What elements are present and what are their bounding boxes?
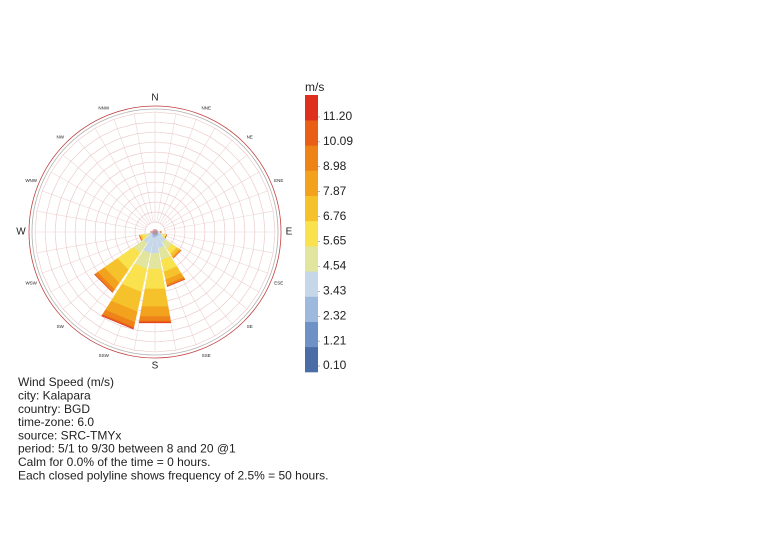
- spoke: [159, 127, 216, 224]
- spoke: [164, 233, 274, 254]
- wedge-segment: [144, 268, 166, 289]
- note-line: period: 5/1 to 9/30 between 8 and 20 @1: [18, 442, 236, 456]
- colorbar-swatch: [305, 170, 318, 197]
- colorbar-swatch: [305, 195, 318, 222]
- grid-ring: [54, 131, 256, 333]
- spoke: [36, 233, 146, 254]
- spoke: [163, 171, 260, 228]
- colorbar-label: 1.21: [323, 333, 347, 347]
- spoke: [77, 139, 149, 225]
- outer-ring: [31, 108, 279, 356]
- direction-label: SSW: [99, 353, 110, 358]
- spoke: [158, 119, 197, 223]
- grid-ring: [34, 111, 276, 353]
- direction-label: ESE: [274, 280, 283, 285]
- spoke: [50, 236, 147, 293]
- note-line: Each closed polyline shows frequency of …: [18, 468, 329, 482]
- colorbar-label: 10.09: [323, 134, 353, 148]
- direction-label: SE: [247, 324, 253, 329]
- spoke: [113, 119, 152, 223]
- spoke: [36, 210, 146, 231]
- spoke: [94, 127, 151, 224]
- wedge-segment: [138, 320, 172, 323]
- legend-title: m/s: [305, 80, 324, 94]
- wedge-segment: [139, 316, 171, 322]
- wedge-segment: [167, 279, 186, 287]
- calm-circle: [152, 229, 158, 235]
- direction-label: SW: [57, 324, 65, 329]
- spoke: [133, 113, 154, 223]
- wedge-segment: [148, 253, 162, 270]
- direction-label: NNW: [98, 105, 109, 110]
- spoke: [50, 171, 147, 228]
- wedge-segment: [159, 230, 161, 234]
- colorbar-swatch: [305, 246, 318, 272]
- direction-label: WSW: [25, 280, 37, 285]
- note-line: Wind Speed (m/s): [18, 375, 114, 389]
- spoke: [163, 236, 260, 293]
- colorbar-label: 0.10: [323, 358, 347, 372]
- colorbar-swatch: [305, 296, 318, 322]
- direction-label: SSE: [202, 353, 211, 358]
- spoke: [164, 190, 268, 229]
- wedge-segment: [141, 288, 169, 307]
- note-line: city: Kalapara: [18, 388, 91, 402]
- direction-label: W: [16, 227, 26, 238]
- colorbar-label: 2.32: [323, 308, 347, 322]
- colorbar-swatch: [305, 271, 318, 297]
- colorbar-swatch: [305, 346, 318, 373]
- spoke: [164, 235, 268, 274]
- colorbar-label: 7.87: [323, 184, 347, 198]
- note-line: Calm for 0.0% of the time = 0 hours.: [18, 455, 210, 469]
- direction-label: WNW: [25, 178, 37, 183]
- direction-label: S: [152, 361, 159, 372]
- note-line: time-zone: 6.0: [18, 415, 94, 429]
- colorbar-label: 8.98: [323, 159, 347, 173]
- direction-label: NNE: [202, 105, 212, 110]
- spoke: [161, 139, 233, 225]
- colorbar-swatch: [305, 145, 318, 171]
- colorbar-label: 11.20: [323, 109, 352, 123]
- colorbar-swatch: [305, 95, 318, 121]
- wedge-segment: [150, 231, 152, 233]
- wedge-segment: [139, 306, 171, 317]
- direction-label: NW: [56, 134, 64, 139]
- direction-label: ENE: [274, 178, 283, 183]
- grid-ring: [44, 121, 266, 343]
- spoke: [162, 154, 248, 226]
- spoke: [62, 154, 148, 226]
- spoke: [164, 210, 274, 231]
- direction-label: N: [151, 93, 158, 104]
- colorbar-swatch: [305, 220, 318, 247]
- wedge-segment: [94, 274, 113, 293]
- colorbar-swatch: [305, 321, 318, 348]
- spoke: [156, 113, 177, 223]
- colorbar-label: 4.54: [323, 259, 347, 273]
- direction-label: NE: [247, 134, 253, 139]
- outer-ring: [28, 105, 282, 359]
- note-line: country: BGD: [18, 402, 90, 416]
- direction-label: E: [286, 227, 293, 238]
- spoke: [42, 190, 146, 229]
- wedge-segment: [101, 315, 134, 330]
- note-line: source: SRC-TMYx: [18, 428, 121, 442]
- colorbar-swatch: [305, 120, 318, 146]
- colorbar-label: 5.65: [323, 234, 347, 248]
- spoke: [42, 235, 146, 274]
- colorbar-label: 6.76: [323, 209, 347, 223]
- colorbar-label: 3.43: [323, 283, 347, 297]
